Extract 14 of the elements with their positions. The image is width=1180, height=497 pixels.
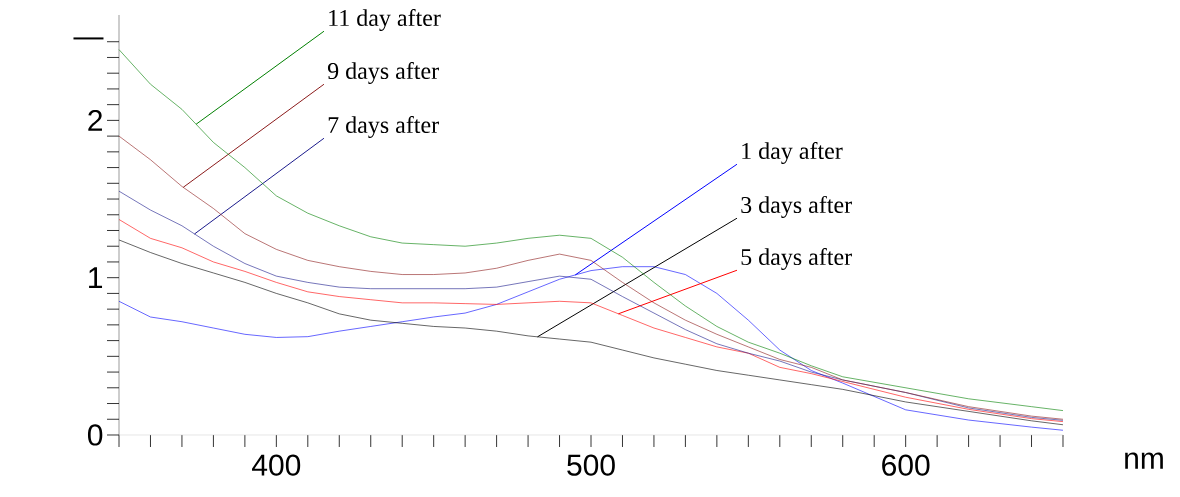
text: 7 days after <box>328 115 439 139</box>
text: 3 days after <box>741 195 852 219</box>
y-tick-label: 1 <box>89 267 103 288</box>
y-tick-label: — <box>73 37 104 40</box>
x-tick-label: 600 <box>882 454 930 476</box>
x-tick-label: 400 <box>252 454 301 476</box>
text: 1 day after <box>742 141 843 165</box>
text: 9 days after <box>327 61 439 85</box>
x-tick-label: 500 <box>567 454 615 476</box>
y-tick-label: 2 <box>88 109 102 131</box>
y-tick-label: 0 <box>87 424 103 446</box>
text: 5 days after <box>741 247 852 271</box>
text: 11 day after <box>329 8 441 32</box>
x-axis-title: nm <box>1125 452 1163 469</box>
